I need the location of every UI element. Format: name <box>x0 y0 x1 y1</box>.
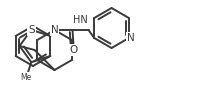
Text: HN: HN <box>73 15 88 25</box>
Text: N: N <box>127 33 135 43</box>
Text: S: S <box>28 25 35 35</box>
Text: N: N <box>51 25 58 35</box>
Text: O: O <box>69 45 78 55</box>
Text: Me: Me <box>21 73 32 82</box>
